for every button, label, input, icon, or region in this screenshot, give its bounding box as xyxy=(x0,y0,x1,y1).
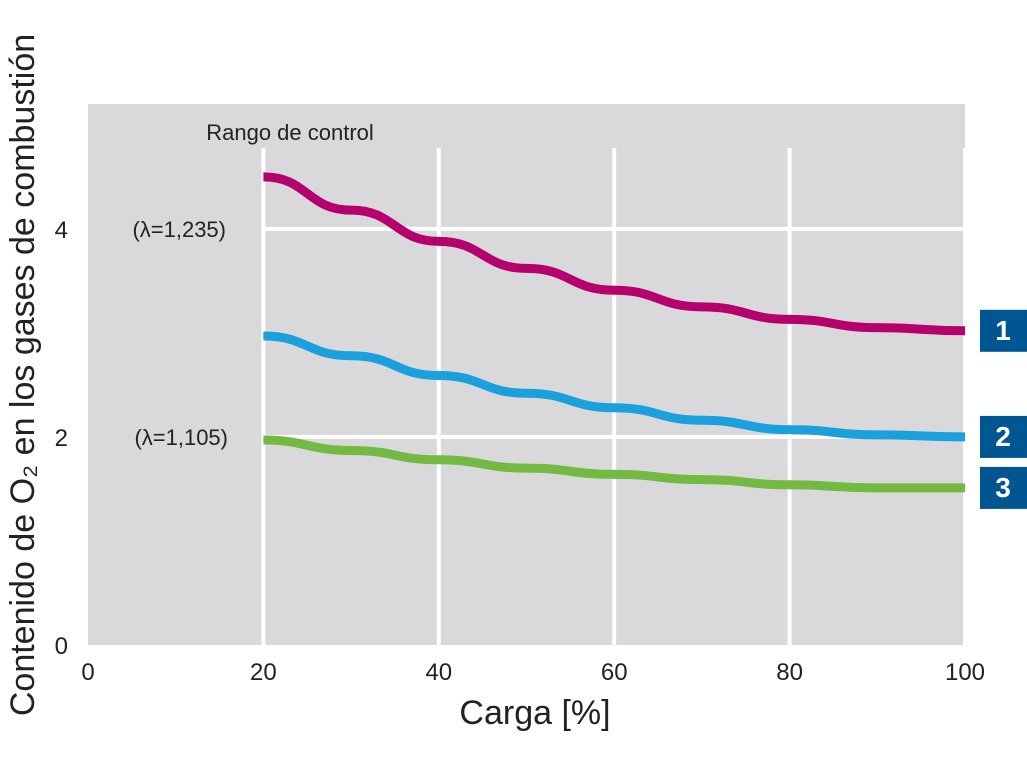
series-badge-2: 2 xyxy=(980,415,1027,458)
series-line-1 xyxy=(263,172,966,336)
x-tick-label: 80 xyxy=(776,659,803,686)
x-axis-title: Carga [%] xyxy=(459,694,610,732)
y-axis-title: Contenido de O₂ en los gases de combusti… xyxy=(4,34,42,716)
x-tick-label: 40 xyxy=(425,659,452,686)
y-tick-label: 0 xyxy=(55,633,68,660)
plot-area xyxy=(88,104,965,645)
series-badge-3: 3 xyxy=(980,466,1027,509)
x-tick-label: 100 xyxy=(945,659,985,686)
series-line-3 xyxy=(263,435,965,493)
annotation-lambda-low: (λ=1,105) xyxy=(134,425,228,450)
series-line-2 xyxy=(263,331,966,442)
series-badge-label: 2 xyxy=(995,421,1011,452)
control-range-label: Rango de control xyxy=(206,120,374,145)
annotation-lambda-high: (λ=1,235) xyxy=(132,217,226,242)
y-tick-label: 4 xyxy=(55,217,68,244)
x-tick-label: 0 xyxy=(81,659,94,686)
x-tick-label: 20 xyxy=(250,659,277,686)
x-tick-label: 60 xyxy=(601,659,628,686)
series-badge-label: 1 xyxy=(995,315,1011,346)
series-badge-label: 3 xyxy=(995,472,1011,503)
series-badge-1: 1 xyxy=(980,309,1027,352)
y-tick-label: 2 xyxy=(55,425,68,452)
